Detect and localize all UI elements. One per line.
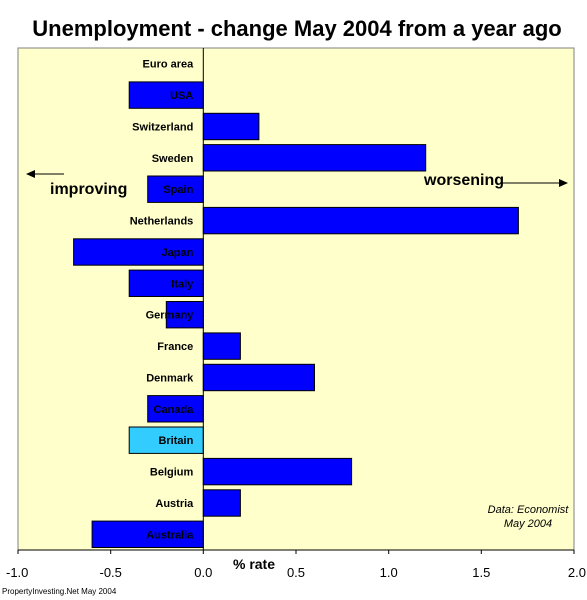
source-note-line2: May 2004 xyxy=(504,518,552,530)
worsening-annotation: worsening xyxy=(423,172,568,189)
footer-credit: PropertyInvesting.Net May 2004 xyxy=(2,587,117,596)
category-label-japan: Japan xyxy=(162,247,194,259)
category-label-denmark: Denmark xyxy=(146,372,194,384)
bar-australia xyxy=(91,520,204,548)
bar-germany xyxy=(165,301,204,329)
category-label-australia: Australia xyxy=(146,529,194,541)
bar-britain xyxy=(128,426,204,454)
category-label-usa: USA xyxy=(170,90,193,102)
category-label-netherlands: Netherlands xyxy=(130,216,194,228)
bar-denmark xyxy=(202,363,315,392)
source-note-line1: Data: Economist xyxy=(488,504,570,516)
bar-netherlands xyxy=(202,206,519,235)
improving-annotation: improving xyxy=(26,170,127,198)
bar-austria xyxy=(202,489,241,517)
category-label-germany: Germany xyxy=(146,310,195,322)
bar-sweden xyxy=(202,144,427,172)
x-tick-label: 1.0 xyxy=(380,565,398,580)
bar-usa xyxy=(128,81,204,109)
bar-belgium xyxy=(202,457,353,486)
bar-france xyxy=(202,332,241,360)
x-tick-label: 0.5 xyxy=(287,565,305,580)
improving-label: improving xyxy=(50,181,127,198)
bar-spain xyxy=(147,175,204,203)
left-arrow-icon xyxy=(26,170,35,178)
x-tick-label: 2.0 xyxy=(568,565,586,580)
category-label-belgium: Belgium xyxy=(150,467,194,479)
worsening-label: worsening xyxy=(423,172,504,189)
category-labels: Euro area USA Switzerland Sweden Spain Nether… xyxy=(130,59,194,542)
x-tick-label: -0.5 xyxy=(99,565,121,580)
bars-layer xyxy=(73,48,519,550)
x-axis-title: % rate xyxy=(233,556,275,572)
category-label-sweden: Sweden xyxy=(152,153,194,165)
bar-canada xyxy=(147,395,204,423)
chart-title: Unemployment - change May 2004 from a ye… xyxy=(32,16,561,41)
category-label-italy: Italy xyxy=(171,278,194,290)
x-tick-label: 1.5 xyxy=(472,565,490,580)
x-tick-label: 0.0 xyxy=(194,565,212,580)
bar-switzerland xyxy=(202,112,260,141)
category-label-canada: Canada xyxy=(154,404,195,416)
x-tick-label: -1.0 xyxy=(6,565,28,580)
category-label-britain: Britain xyxy=(158,435,193,447)
category-label-switzerland: Switzerland xyxy=(132,121,193,133)
category-label-euro-area: Euro area xyxy=(143,59,195,71)
right-arrow-icon xyxy=(559,179,568,187)
category-label-france: France xyxy=(157,341,193,353)
bar-japan xyxy=(73,238,204,266)
category-label-austria: Austria xyxy=(155,498,194,510)
bar-italy xyxy=(128,269,204,298)
x-axis-ticks: -1.0 -0.5 0.0 0.5 1.0 1.5 2.0 xyxy=(6,550,586,580)
category-label-spain: Spain xyxy=(163,184,193,196)
